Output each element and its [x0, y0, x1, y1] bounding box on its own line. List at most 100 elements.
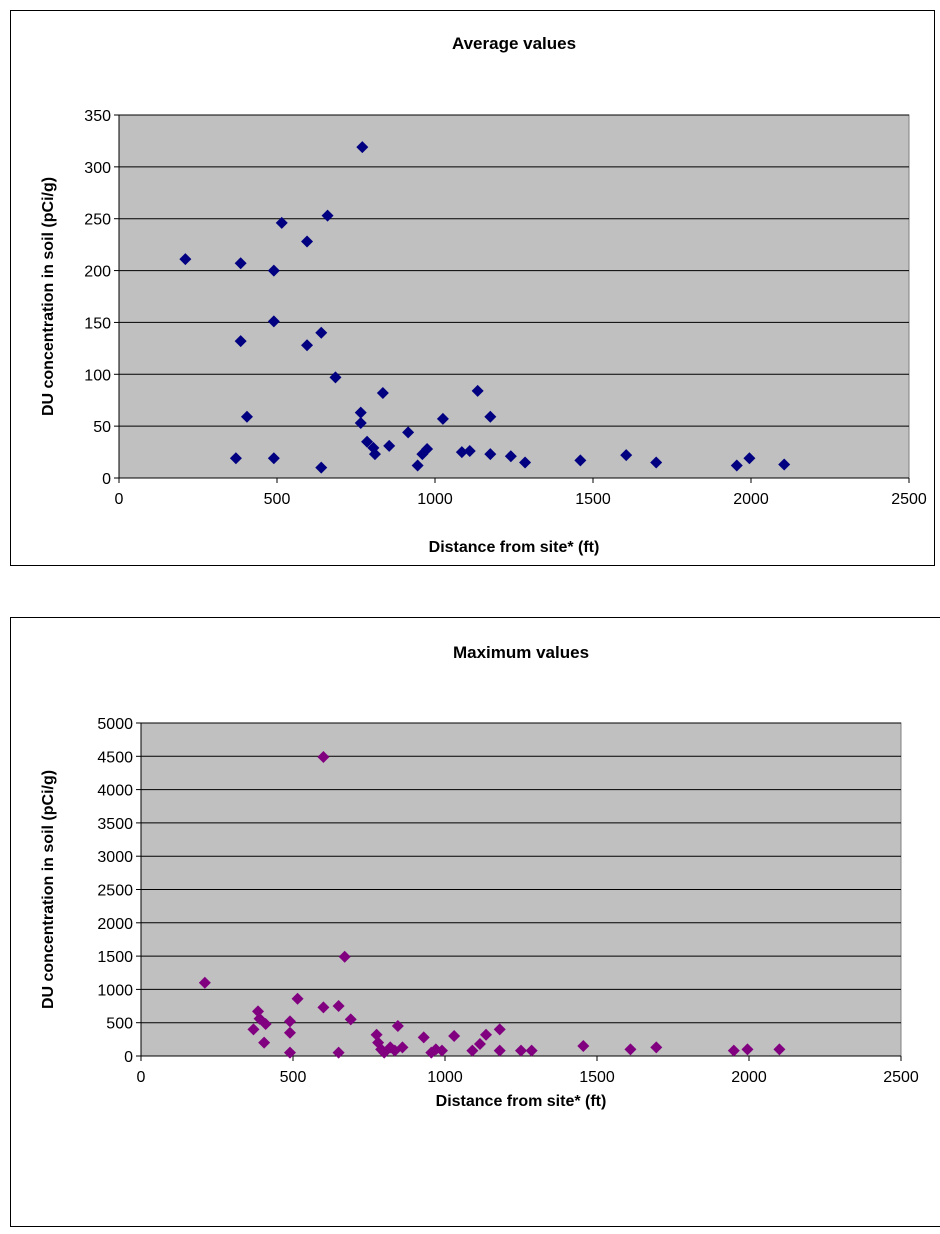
data-point [730, 459, 743, 472]
data-point [368, 448, 381, 461]
data-point [778, 458, 791, 471]
x-tick-label: 2000 [731, 1069, 767, 1086]
data-point [234, 335, 247, 348]
y-tick-label: 250 [84, 212, 111, 229]
data-point [321, 209, 334, 222]
x-axis-title: Distance from site* (ft) [436, 1093, 607, 1110]
data-point [396, 1041, 409, 1054]
data-point [354, 417, 367, 430]
plot-area [118, 114, 910, 479]
y-tick-label: 300 [84, 160, 111, 177]
data-point [515, 1044, 527, 1057]
data-point [267, 315, 280, 328]
y-tick-label: 1500 [97, 949, 133, 966]
data-point [484, 410, 497, 423]
x-tick-label: 1000 [417, 491, 453, 508]
chart-title: Maximum values [453, 643, 589, 662]
data-point [411, 459, 424, 472]
data-point [480, 1028, 493, 1041]
data-point [624, 1043, 637, 1056]
data-point [473, 1038, 486, 1051]
x-tick-label: 500 [280, 1069, 307, 1086]
data-point [448, 1030, 461, 1043]
data-point [421, 442, 434, 455]
data-point [267, 264, 280, 277]
data-point [356, 141, 369, 154]
y-tick-label: 3500 [97, 816, 133, 833]
data-point [229, 452, 242, 465]
y-tick-label: 2500 [97, 883, 133, 900]
data-point [574, 454, 587, 467]
y-tick-label: 500 [106, 1016, 133, 1033]
y-tick-label: 1000 [97, 982, 133, 999]
data-point [283, 1015, 296, 1028]
data-point [773, 1043, 786, 1056]
data-point [463, 445, 476, 458]
data-point [354, 406, 367, 419]
data-point [267, 452, 280, 465]
data-point [466, 1044, 479, 1057]
y-tick-label: 2000 [97, 916, 133, 933]
maximum-values-chart: Maximum values 0 500 1000 1500 2000 2500 3000 35… [10, 617, 940, 1227]
data-point [504, 450, 517, 463]
y-axis-title: DU concentration in soil (pCi/g) [40, 177, 57, 416]
x-tick-label: 0 [137, 1069, 146, 1086]
data-point [344, 1013, 357, 1026]
x-tick-label: 2500 [883, 1069, 919, 1086]
data-point [484, 448, 497, 461]
y-tick-label: 0 [102, 471, 111, 488]
data-point [384, 1041, 397, 1054]
data-point [650, 1041, 663, 1054]
data-point [317, 1001, 330, 1014]
data-point [391, 1020, 404, 1033]
data-point [471, 384, 484, 397]
data-point [383, 439, 396, 452]
y-axis-title: DU concentration in soil (pCi/g) [40, 770, 57, 1009]
average-values-chart: Average values 0 50 100 150 200 250 300 350 0 500 1… [10, 10, 935, 566]
data-point [259, 1018, 272, 1031]
data-point [727, 1044, 740, 1057]
x-tick-label: 2500 [891, 491, 927, 508]
data-point [743, 452, 756, 465]
data-point [240, 410, 253, 423]
y-tick-label: 150 [84, 315, 111, 332]
data-point [417, 1031, 430, 1044]
data-point [283, 1026, 296, 1039]
data-point [436, 412, 449, 425]
y-tick-label: 50 [93, 419, 111, 436]
data-point [361, 435, 374, 448]
y-tick-label: 4000 [97, 783, 133, 800]
x-tick-label: 0 [115, 491, 124, 508]
data-point [493, 1023, 506, 1036]
data-point [493, 1044, 506, 1057]
average-values-svg: Average values 0 50 100 150 200 250 300 350 0 500 1… [40, 34, 927, 556]
maximum-values-svg: Maximum values 0 500 1000 1500 2000 2500 3000 35… [40, 643, 919, 1110]
data-point [317, 750, 330, 763]
data-point [258, 1036, 271, 1049]
data-point [455, 446, 468, 459]
y-tick-label: 100 [84, 367, 111, 384]
y-tick-label: 200 [84, 264, 111, 281]
data-point [741, 1043, 754, 1056]
data-point [338, 950, 351, 963]
y-tick-label: 350 [84, 108, 111, 125]
data-point [332, 1046, 345, 1059]
data-point [329, 371, 342, 384]
x-tick-label: 2000 [733, 491, 769, 508]
x-tick-label: 1000 [427, 1069, 463, 1086]
data-point [332, 1000, 345, 1013]
data-point [435, 1044, 448, 1057]
data-point [577, 1040, 590, 1053]
data-point [275, 216, 288, 229]
data-point [402, 426, 415, 439]
x-tick-label: 1500 [579, 1069, 615, 1086]
y-tick-label: 3000 [97, 849, 133, 866]
y-tick-label: 0 [124, 1049, 133, 1066]
data-point [301, 339, 314, 352]
data-point [315, 461, 328, 474]
data-point [620, 449, 633, 462]
y-tick-label: 5000 [97, 716, 133, 733]
y-tick-label: 4500 [97, 749, 133, 766]
data-point [198, 976, 211, 989]
data-point [291, 992, 304, 1005]
